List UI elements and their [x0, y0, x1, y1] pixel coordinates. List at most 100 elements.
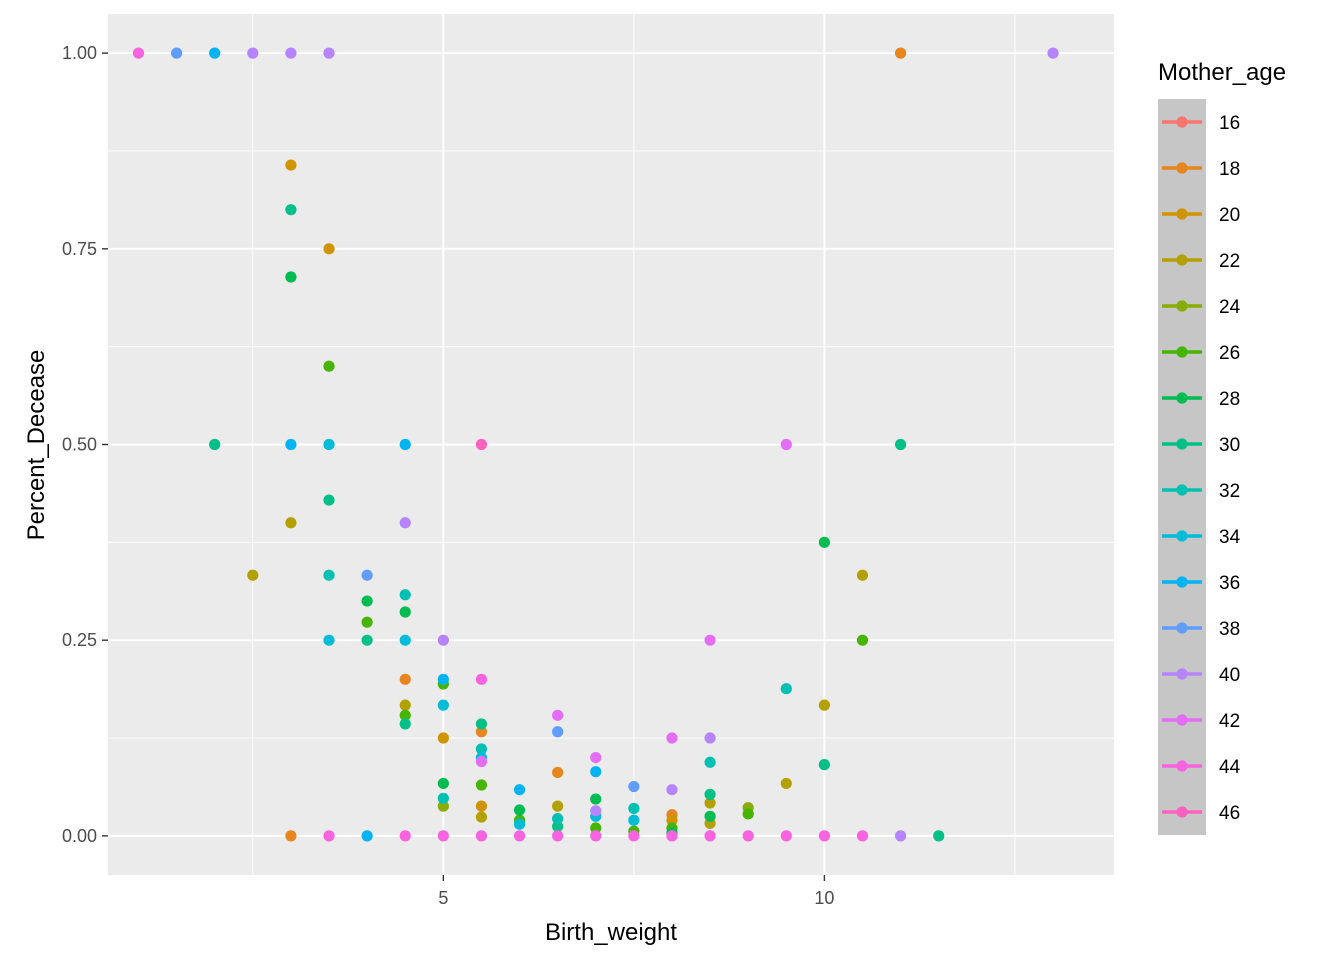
data-point-age-28: [590, 793, 602, 805]
data-point-age-40: [590, 805, 602, 817]
legend-key-point: [1176, 668, 1188, 680]
legend-label: 22: [1219, 251, 1240, 272]
data-point-age-40: [895, 830, 907, 842]
data-point-age-34: [437, 699, 449, 711]
legend-label: 46: [1219, 803, 1240, 824]
data-point-age-22: [399, 699, 411, 711]
data-point-age-38: [628, 780, 640, 793]
data-point-age-36: [209, 47, 221, 59]
legend-key-point: [1176, 622, 1188, 634]
data-point-age-20: [437, 732, 449, 744]
data-point-age-40: [437, 634, 449, 646]
legend-label: 44: [1219, 757, 1241, 778]
legend-key-point: [1176, 392, 1188, 404]
legend-label: 38: [1219, 619, 1240, 640]
data-point-age-44: [132, 47, 145, 59]
legend-label: 20: [1219, 205, 1240, 226]
data-point-age-30: [818, 759, 830, 771]
data-point-age-22: [247, 569, 259, 581]
data-point-age-28: [437, 777, 449, 790]
data-point-age-44: [513, 830, 526, 842]
data-point-age-36: [590, 766, 602, 778]
data-point-age-44: [666, 830, 678, 842]
data-point-age-38: [361, 569, 373, 581]
data-point-age-40: [399, 517, 411, 529]
data-point-age-44: [323, 830, 335, 842]
data-point-age-38: [552, 726, 564, 738]
legend-key-point: [1176, 484, 1188, 496]
data-point-age-30: [323, 494, 335, 506]
data-point-age-18: [552, 766, 564, 779]
data-point-age-36: [513, 784, 526, 796]
legend-label: 18: [1219, 159, 1240, 180]
data-point-age-28: [704, 810, 716, 822]
data-point-age-22: [780, 777, 792, 790]
data-point-age-44: [590, 830, 602, 842]
legend: Mother_age 16 18 20 22 24 26 28 30 32 34 36 38 40 42 4…: [1158, 59, 1286, 835]
data-point-age-44: [742, 830, 754, 842]
data-point-age-30: [704, 788, 716, 800]
data-point-age-34: [513, 818, 526, 830]
legend-key-point: [1176, 254, 1188, 266]
grid-major: [108, 14, 1114, 875]
legend-key-point: [1176, 714, 1188, 726]
data-point-age-34: [399, 634, 411, 646]
data-point-age-24: [437, 800, 449, 812]
x-tick-label: 5: [438, 888, 448, 908]
data-point-age-30: [933, 830, 945, 842]
legend-items: 16 18 20 22 24 26 28 30 32 34 36 38 40 42 44 46: [1162, 113, 1241, 824]
legend-label: 28: [1219, 389, 1240, 410]
data-point-age-42: [666, 732, 678, 744]
data-point-age-36: [399, 438, 411, 451]
data-point-age-20: [475, 800, 488, 812]
data-point-age-46: [475, 438, 488, 451]
data-point-age-44: [856, 830, 869, 842]
data-point-age-26: [323, 360, 335, 372]
legend-title: Mother_age: [1158, 59, 1286, 86]
data-point-age-30: [552, 820, 564, 833]
data-point-age-22: [552, 800, 564, 812]
data-point-age-20: [666, 814, 678, 826]
data-point-age-28: [513, 804, 526, 816]
data-point-age-18: [895, 47, 907, 59]
data-point-age-26: [856, 634, 869, 646]
legend-key-point: [1176, 346, 1188, 358]
data-point-age-32: [437, 792, 449, 804]
data-point-age-30: [895, 438, 907, 451]
data-point-age-20: [323, 243, 335, 255]
legend-key-point: [1176, 576, 1188, 588]
data-point-age-30: [361, 634, 373, 646]
x-tick-label: 10: [814, 888, 834, 908]
y-axis-title: Percent_Decease: [23, 350, 50, 541]
legend-key-point: [1176, 300, 1188, 312]
data-point-age-30: [285, 204, 297, 216]
legend-key-point: [1176, 438, 1188, 450]
data-point-age-28: [818, 536, 830, 548]
data-point-age-40: [666, 784, 678, 796]
legend-label: 32: [1219, 481, 1240, 502]
data-point-age-32: [552, 813, 564, 825]
data-point-age-38: [170, 47, 183, 59]
data-point-age-28: [285, 271, 297, 283]
data-point-age-22: [285, 517, 297, 529]
data-point-age-26: [475, 779, 488, 791]
y-tick-label: 0.75: [62, 239, 97, 259]
data-point-age-34: [323, 438, 335, 451]
data-point-age-44: [399, 830, 411, 842]
data-point-age-32: [628, 802, 640, 815]
data-point-age-40: [704, 732, 716, 744]
data-point-age-30: [209, 438, 221, 451]
data-point-age-42: [552, 709, 564, 721]
legend-key-point: [1176, 530, 1188, 542]
data-points: [132, 47, 1059, 842]
data-point-age-32: [399, 589, 411, 601]
data-point-age-26: [590, 822, 602, 834]
data-point-age-32: [780, 683, 792, 695]
data-point-age-40: [1047, 47, 1059, 59]
data-point-age-26: [361, 616, 373, 628]
data-point-age-44: [780, 830, 792, 842]
legend-label: 40: [1219, 665, 1240, 686]
legend-label: 26: [1219, 343, 1240, 364]
data-point-age-22: [475, 811, 488, 823]
